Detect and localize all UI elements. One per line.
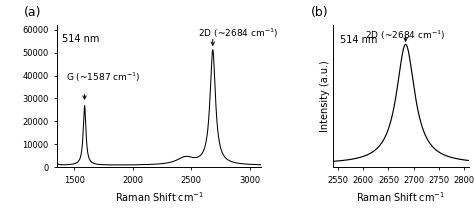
X-axis label: Raman Shift cm$^{-1}$: Raman Shift cm$^{-1}$	[356, 190, 446, 204]
Text: 514 nm: 514 nm	[340, 35, 377, 45]
Text: (a): (a)	[24, 6, 42, 19]
X-axis label: Raman Shift cm$^{-1}$: Raman Shift cm$^{-1}$	[115, 190, 204, 204]
Text: G (~1587 cm$^{-1}$): G (~1587 cm$^{-1}$)	[66, 71, 141, 84]
Text: 2D (~2684 cm$^{-1}$): 2D (~2684 cm$^{-1}$)	[365, 29, 446, 42]
Text: 514 nm: 514 nm	[62, 34, 99, 44]
Text: (b): (b)	[311, 6, 329, 19]
Y-axis label: Intensity (a.u.): Intensity (a.u.)	[320, 60, 330, 132]
Text: 2D (~2684 cm$^{-1}$): 2D (~2684 cm$^{-1}$)	[198, 26, 279, 40]
